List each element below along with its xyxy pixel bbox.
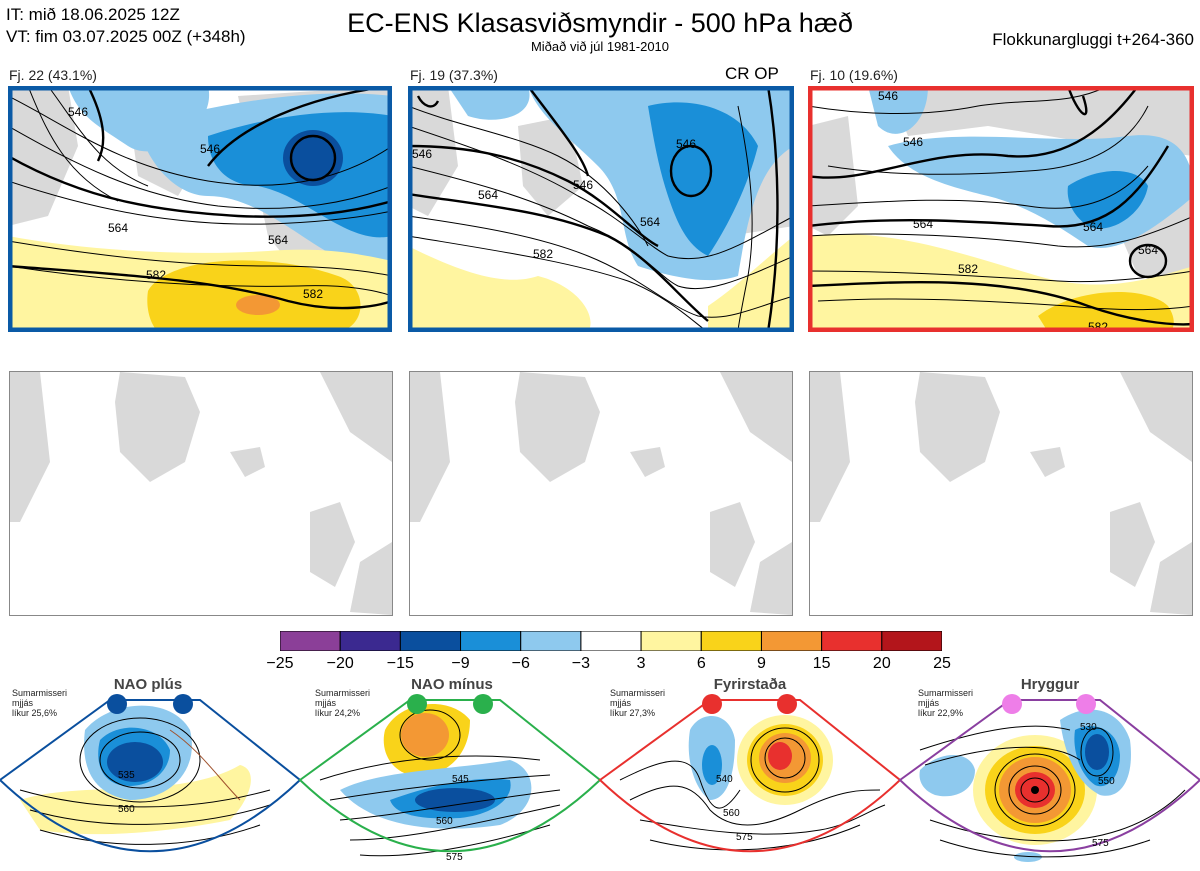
cluster-3-border <box>808 86 1194 332</box>
colorbar-swatch <box>760 630 823 652</box>
blank-map-3 <box>809 371 1193 616</box>
regime-1-contour-1: 535 <box>118 770 135 781</box>
regime-3-contour-3: 575 <box>736 832 753 843</box>
regime-2-border <box>298 699 602 853</box>
colorbar-tick-label: 15 <box>812 655 831 672</box>
cluster-1-border <box>8 86 392 332</box>
cluster-3-contour-label-1: 546 <box>878 89 898 103</box>
forecast-times: IT: mið 18.06.2025 12Z VT: fim 03.07.202… <box>6 4 246 48</box>
regime-4-map: 530 550 575 <box>898 694 1200 862</box>
regime-3-marker-right <box>777 694 797 714</box>
colorbar-swatch <box>520 630 582 652</box>
initial-time: IT: mið 18.06.2025 12Z <box>6 5 180 24</box>
cluster-1-map[interactable]: 546 546 564 564 582 582 <box>8 86 392 332</box>
regime-2-contour-2: 560 <box>436 816 453 827</box>
cluster-1-contour-label-3: 564 <box>108 221 128 235</box>
regime-3-contour-2: 560 <box>723 808 740 819</box>
regime-3-map: 540 560 575 <box>598 694 902 853</box>
colorbar-tick-label: 20 <box>872 655 891 672</box>
colorbar-swatch <box>700 630 762 652</box>
colorbar-tick-label: −15 <box>386 655 414 672</box>
regime-3-info: Sumarmisseri mjjás líkur 27,3% <box>610 688 666 718</box>
regime-4-contour-3: 575 <box>1092 838 1109 849</box>
colorbar-swatch <box>881 630 943 652</box>
regime-4-info: Sumarmisseri mjjás líkur 22,9% <box>918 688 974 718</box>
cluster-3-contour-label-3: 564 <box>913 217 933 231</box>
regime-4-border <box>898 699 1200 853</box>
cluster-1-contour-label-1: 546 <box>200 142 220 156</box>
regime-1-info: Sumarmisseri mjjás líkur 25,6% <box>12 688 68 718</box>
cluster-3-contour-label-5: 564 <box>1083 220 1103 234</box>
cluster-2-border <box>408 86 794 332</box>
colorbar-swatch <box>580 630 642 652</box>
colorbar-swatch <box>279 630 341 652</box>
regime-3-marker-left <box>702 694 722 714</box>
colorbar-tick-label: 9 <box>757 655 766 672</box>
colorbar-swatches <box>279 630 943 652</box>
regime-maps: 535 560 545 560 575 <box>0 694 1200 863</box>
regime-1-marker-left <box>107 694 127 714</box>
regime-3-border <box>598 699 902 853</box>
colorbar-tick-label: −3 <box>571 655 591 672</box>
regime-2-contour-1: 545 <box>452 774 469 785</box>
cluster-1-contour-label-2: 546 <box>68 105 88 119</box>
cluster-2-contour-label-1: 546 <box>412 147 432 161</box>
regime-4-contour-1: 530 <box>1080 722 1097 733</box>
regime-4-marker-right <box>1076 694 1096 714</box>
regime-2-map: 545 560 575 <box>298 694 602 863</box>
regime-2-info: Sumarmisseri mjjás líkur 24,2% <box>315 688 371 718</box>
regime-1-name: NAO plús <box>113 676 183 693</box>
colorbar-tick-label: 25 <box>933 655 951 672</box>
regime-2-marker-right <box>473 694 493 714</box>
cluster-3-label: Fj. 10 (19.6%) <box>810 67 898 83</box>
regime-4-marker-left <box>1002 694 1022 714</box>
cluster-1-contour-label-6: 582 <box>303 287 323 301</box>
cluster-2-contour-label-5: 564 <box>640 215 660 229</box>
colorbar-tick-label: 6 <box>696 655 706 672</box>
climatology-subtitle: Miðað við júl 1981-2010 <box>530 39 670 54</box>
colorbar-tick-label: −25 <box>266 655 294 672</box>
cluster-1-label: Fj. 22 (43.1%) <box>9 67 97 83</box>
regime-1-map: 535 560 <box>0 694 302 853</box>
valid-time: VT: fim 03.07.2025 00Z (+348h) <box>6 27 246 46</box>
control-operational-badge: CR OP <box>725 64 779 83</box>
colorbar-tick-label: −9 <box>451 655 470 672</box>
regime-4-name: Hryggur <box>1020 676 1080 693</box>
colorbar-swatch <box>640 630 702 652</box>
colorbar-tick-label: 3 <box>636 655 646 672</box>
regime-3-name: Fyrirstaða <box>713 676 787 693</box>
regime-2-name: NAO mínus <box>411 676 493 693</box>
cluster-1-contour-label-5: 582 <box>146 268 166 282</box>
colorbar-tick-label: −20 <box>326 655 354 672</box>
cluster-2-label: Fj. 19 (37.3%) <box>410 67 498 83</box>
regime-3-contour-1: 540 <box>716 774 733 785</box>
regime-4-contour-2: 550 <box>1098 776 1115 787</box>
cluster-2-contour-label-2: 546 <box>573 178 593 192</box>
colorbar <box>279 630 943 652</box>
cluster-2-contour-label-6: 582 <box>533 247 553 261</box>
cluster-2-contour-label-4: 546 <box>676 137 696 151</box>
regime-1-marker-right <box>173 694 193 714</box>
regime-1-border <box>0 699 302 853</box>
cluster-2-map[interactable]: 546 546 564 546 564 582 <box>408 86 794 332</box>
cluster-1-contour-label-4: 564 <box>268 233 288 247</box>
classification-window: Flokkunargluggi t+264-360 <box>992 30 1194 49</box>
page-title: EC-ENS Klasasviðsmyndir - 500 hPa hæð <box>347 8 853 38</box>
cluster-3-contour-label-2: 546 <box>903 135 923 149</box>
blank-map-2 <box>409 371 793 616</box>
cluster-3-contour-label-4: 582 <box>958 262 978 276</box>
regime-2-contour-3: 575 <box>446 852 463 863</box>
regime-2-marker-left <box>407 694 427 714</box>
regime-1-contour-2: 560 <box>118 804 135 815</box>
colorbar-swatch <box>399 630 462 652</box>
colorbar-swatch <box>339 630 401 652</box>
colorbar-tick-label: −6 <box>511 655 530 672</box>
cluster-2-contour-label-3: 564 <box>478 188 498 202</box>
colorbar-swatch <box>460 630 522 652</box>
cluster-3-contour-label-6: 564 <box>1138 243 1158 257</box>
blank-map-1 <box>9 371 393 616</box>
cluster-3-map[interactable]: 546 546 564 582 564 564 582 <box>808 86 1194 332</box>
colorbar-swatch <box>821 630 883 652</box>
